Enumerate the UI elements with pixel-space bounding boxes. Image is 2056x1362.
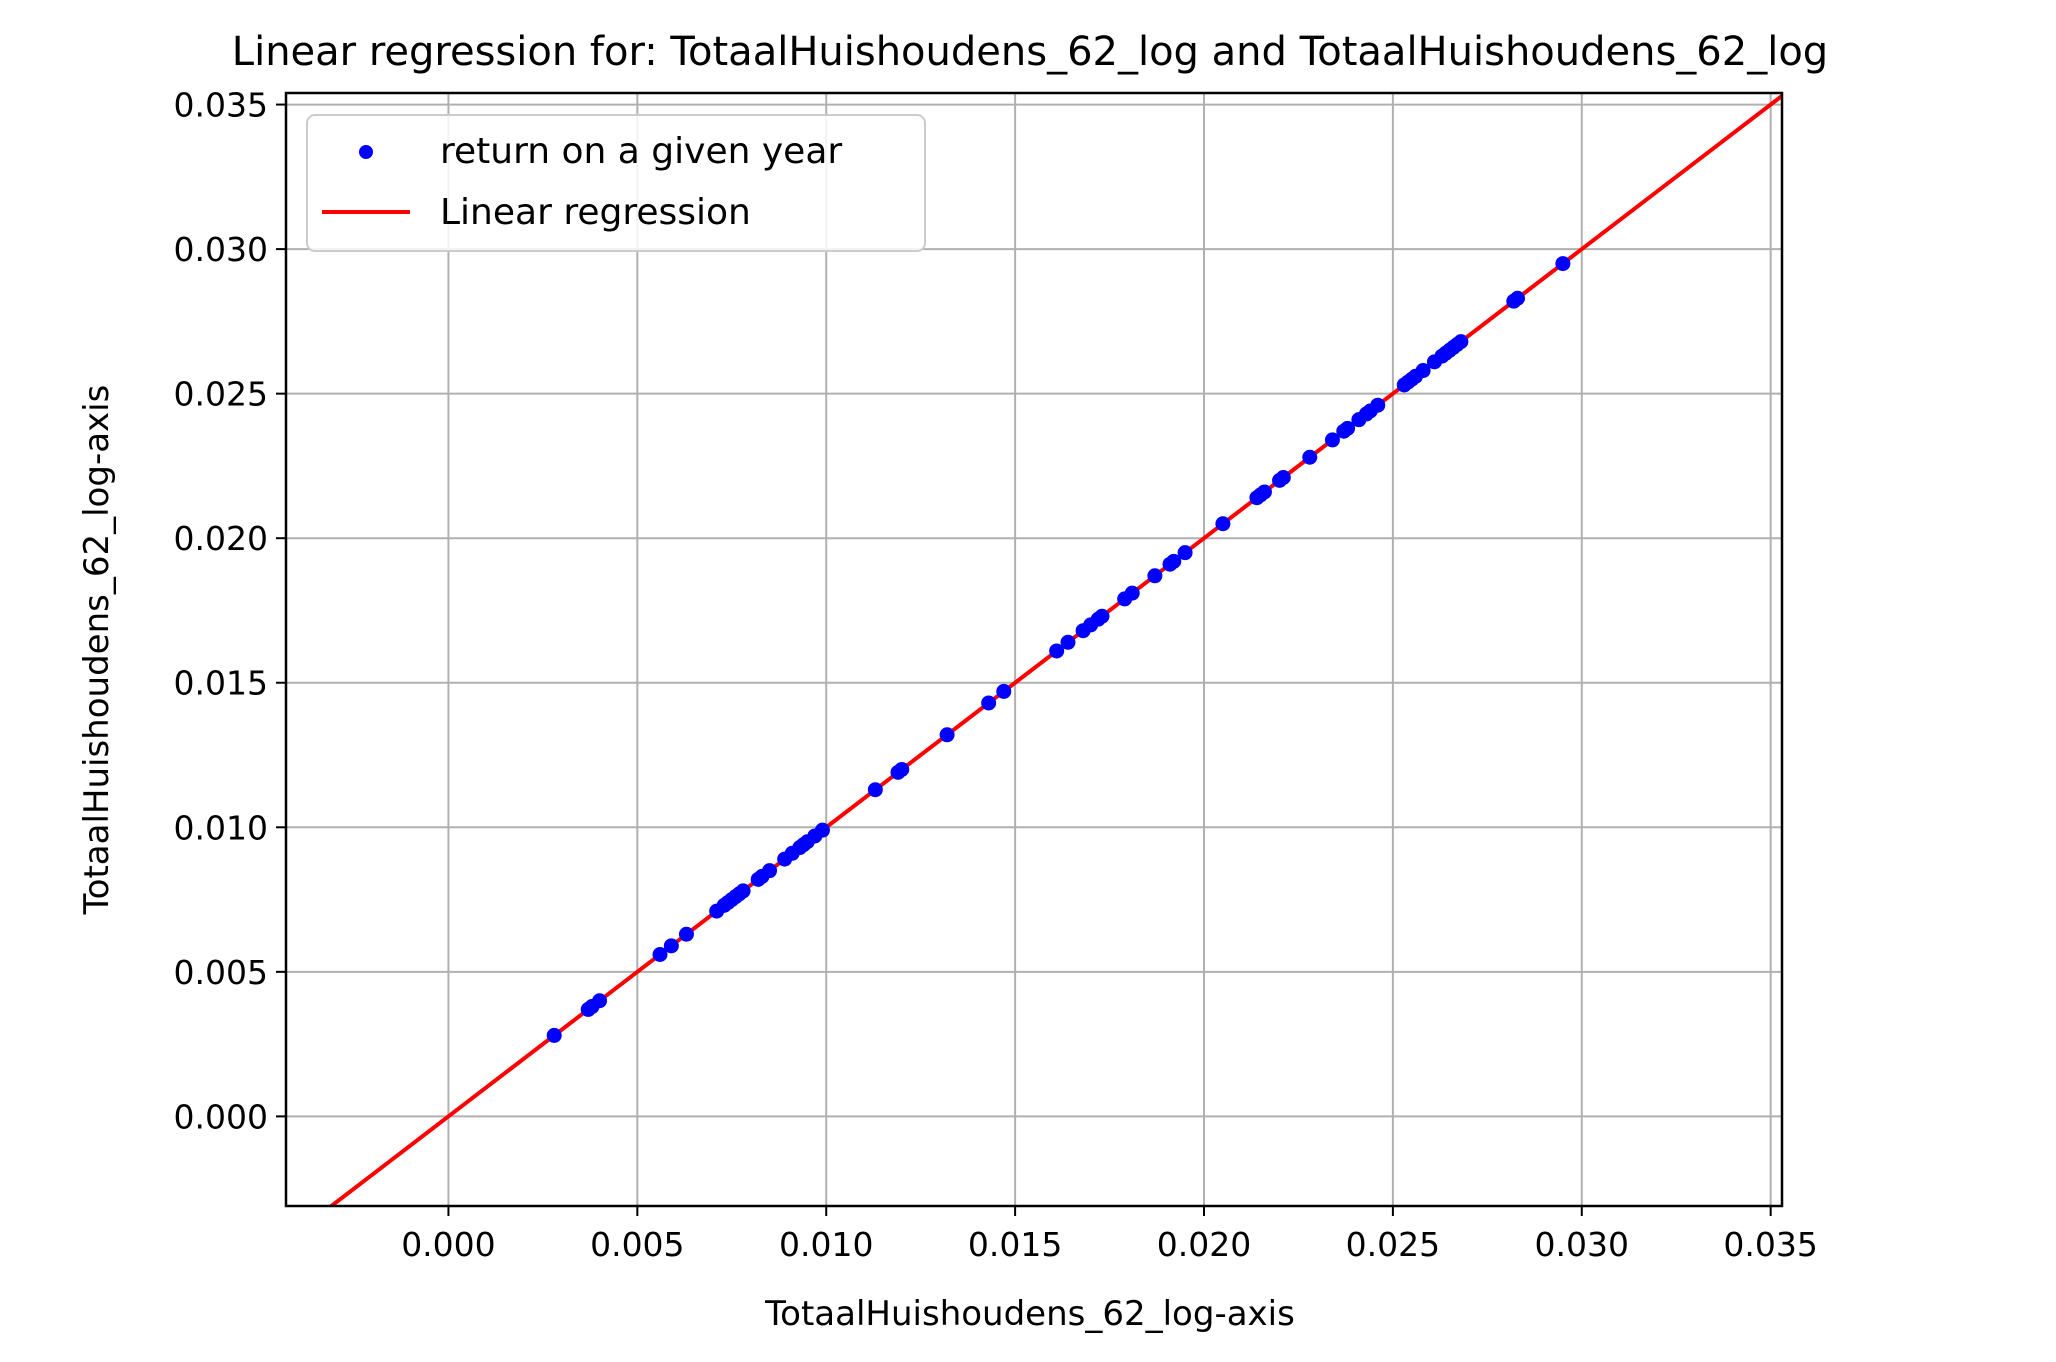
x-tick-label: 0.020 bbox=[1157, 1225, 1251, 1264]
x-tick-label: 0.025 bbox=[1346, 1225, 1440, 1264]
scatter-point bbox=[867, 782, 883, 798]
y-tick-label: 0.035 bbox=[174, 86, 268, 125]
x-tick-label: 0.015 bbox=[968, 1225, 1062, 1264]
legend-scatter-marker bbox=[359, 145, 373, 159]
x-tick-label: 0.010 bbox=[779, 1225, 873, 1264]
scatter-point bbox=[663, 938, 679, 954]
scatter-point bbox=[1215, 516, 1231, 532]
y-tick-label: 0.025 bbox=[174, 375, 268, 414]
x-axis-ticks: 0.000 0.005 0.010 0.015 0.020 0.025 0.030 0.035 bbox=[401, 1206, 1818, 1264]
scatter-point bbox=[652, 946, 668, 962]
scatter-point bbox=[1340, 420, 1356, 436]
scatter-point bbox=[1555, 256, 1571, 272]
scatter-point bbox=[1510, 290, 1526, 306]
scatter-point bbox=[1049, 643, 1065, 659]
scatter-point bbox=[735, 883, 751, 899]
scatter-point bbox=[939, 727, 955, 743]
x-tick-label: 0.030 bbox=[1535, 1225, 1629, 1264]
regression-line-layer bbox=[328, 94, 1782, 1206]
y-tick-label: 0.010 bbox=[174, 808, 268, 847]
legend: return on a given year Linear regression bbox=[306, 114, 926, 252]
y-tick-label: 0.015 bbox=[174, 664, 268, 703]
scatter-point bbox=[1060, 634, 1076, 650]
y-tick-label: 0.020 bbox=[174, 519, 268, 558]
scatter-point bbox=[546, 1027, 562, 1043]
x-tick-label: 0.005 bbox=[590, 1225, 684, 1264]
regression-line bbox=[328, 94, 1782, 1206]
scatter-point bbox=[1177, 545, 1193, 561]
x-tick-label: 0.035 bbox=[1723, 1225, 1817, 1264]
scatter-points-layer bbox=[546, 256, 1571, 1043]
scatter-point bbox=[1166, 553, 1182, 569]
scatter-point bbox=[1256, 484, 1272, 500]
legend-line-label: Linear regression bbox=[440, 192, 751, 233]
scatter-point bbox=[1324, 432, 1340, 448]
chart-title: Linear regression for: TotaalHuishoudens… bbox=[232, 29, 1828, 75]
scatter-point bbox=[996, 683, 1012, 699]
scatter-point bbox=[1275, 469, 1291, 485]
scatter-point bbox=[1370, 397, 1386, 413]
scatter-point bbox=[1453, 334, 1469, 350]
scatter-point bbox=[1415, 363, 1431, 379]
scatter-point bbox=[762, 863, 778, 879]
y-axis-ticks: 0.000 0.005 0.010 0.015 0.020 0.025 0.030 0.035 bbox=[174, 86, 286, 1136]
y-tick-label: 0.000 bbox=[174, 1097, 268, 1136]
y-tick-label: 0.030 bbox=[174, 230, 268, 269]
scatter-point bbox=[592, 993, 608, 1009]
scatter-point bbox=[1124, 585, 1140, 601]
scatter-point bbox=[1302, 449, 1318, 465]
plot-frame bbox=[284, 91, 1784, 1208]
y-tick-label: 0.005 bbox=[174, 953, 268, 992]
plot-area bbox=[328, 94, 1782, 1206]
grid bbox=[286, 93, 1782, 1206]
legend-box bbox=[306, 114, 926, 252]
scatter-point bbox=[894, 761, 910, 777]
scatter-point bbox=[678, 926, 694, 942]
scatter-point bbox=[1094, 608, 1110, 624]
y-axis-label: TotaalHuishoudens_62_log-axis bbox=[77, 385, 117, 916]
scatter-point bbox=[814, 822, 830, 838]
legend-scatter-label: return on a given year bbox=[440, 131, 842, 172]
scatter-point bbox=[1147, 568, 1163, 584]
x-tick-label: 0.000 bbox=[401, 1225, 495, 1264]
scatter-point bbox=[981, 695, 997, 711]
x-axis-label: TotaalHuishoudens_62_log-axis bbox=[764, 1294, 1295, 1334]
